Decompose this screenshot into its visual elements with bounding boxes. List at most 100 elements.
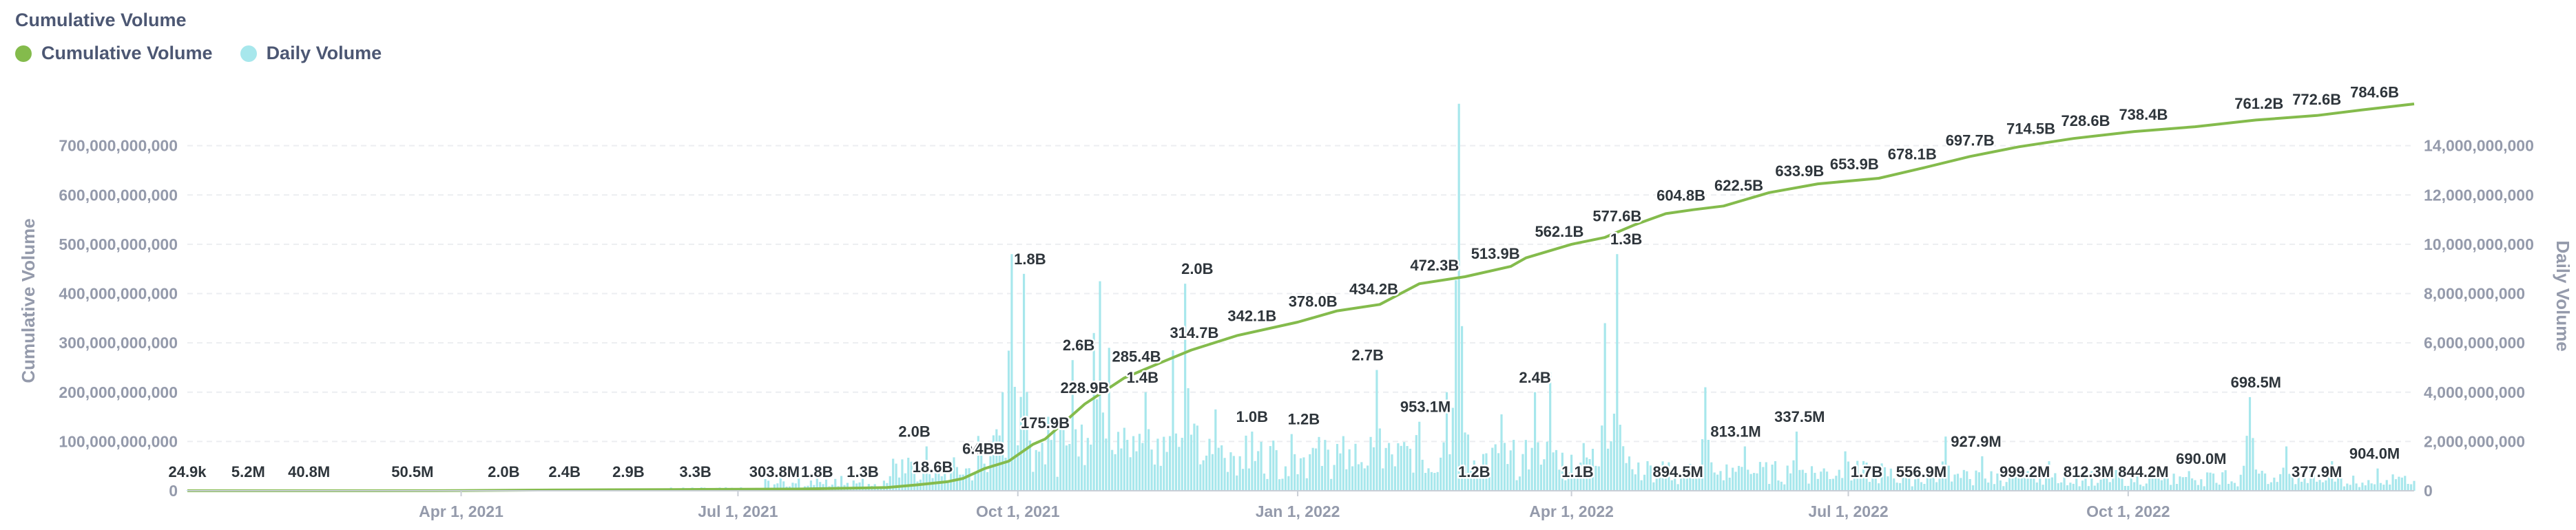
daily-bar bbox=[1829, 478, 1831, 491]
daily-bar bbox=[1513, 440, 1515, 491]
daily-bar bbox=[897, 477, 901, 491]
daily-bar bbox=[1494, 444, 1497, 491]
daily-bar bbox=[1917, 477, 1920, 491]
daily-bar bbox=[1372, 447, 1375, 491]
daily-bar bbox=[2407, 483, 2409, 491]
y-axis-title-right: Daily Volume bbox=[2553, 240, 2573, 351]
y-tick-left: 300,000,000,000 bbox=[59, 334, 178, 352]
daily-bar bbox=[1695, 477, 1698, 491]
daily-bar bbox=[1257, 451, 1260, 491]
daily-bar bbox=[2160, 480, 2163, 491]
daily-bar bbox=[1406, 446, 1409, 491]
daily-bar bbox=[2297, 472, 2300, 491]
daily-bar bbox=[2002, 486, 2005, 491]
daily-bar bbox=[1327, 449, 1329, 491]
daily-bar bbox=[983, 463, 986, 491]
data-label-daily: 2.0B bbox=[898, 423, 930, 441]
daily-bar bbox=[2020, 470, 2023, 491]
data-label-daily: 6.4B bbox=[962, 441, 994, 458]
y-axis-right: 0 2,000,000,000 4,000,000,000 6,000,000,000… bbox=[2424, 137, 2534, 500]
daily-bar bbox=[2303, 470, 2306, 491]
daily-bar bbox=[1887, 476, 1889, 491]
daily-bar bbox=[1290, 434, 1293, 491]
daily-bar bbox=[2060, 482, 2063, 491]
daily-bar bbox=[2309, 470, 2312, 491]
daily-bar bbox=[1670, 480, 1673, 491]
daily-bar bbox=[2196, 485, 2200, 491]
daily-bar bbox=[1050, 440, 1052, 491]
daily-bar bbox=[1080, 424, 1083, 491]
daily-bar bbox=[1801, 469, 1804, 491]
daily-bar bbox=[2115, 469, 2117, 491]
daily-bar bbox=[1822, 468, 1825, 491]
daily-bar bbox=[776, 483, 779, 491]
daily-bar bbox=[2227, 483, 2230, 491]
daily-bar bbox=[2364, 485, 2367, 491]
daily-bar bbox=[782, 481, 785, 491]
daily-bar bbox=[1737, 465, 1741, 491]
daily-bar bbox=[2276, 482, 2278, 491]
daily-bar bbox=[2263, 473, 2267, 491]
daily-bar bbox=[2148, 473, 2151, 491]
x-tick-label: Jan 1, 2022 bbox=[1256, 502, 1340, 520]
daily-bar bbox=[1783, 484, 1786, 491]
daily-bar bbox=[1466, 434, 1470, 491]
daily-bar bbox=[1962, 469, 1965, 491]
y-axis-left: 0 100,000,000,000 200,000,000,000 300,000,0… bbox=[59, 137, 178, 500]
daily-bar bbox=[992, 435, 995, 491]
daily-bar bbox=[1010, 254, 1013, 491]
daily-bar bbox=[1272, 441, 1275, 491]
y-axis-title-left: Cumulative Volume bbox=[18, 218, 39, 383]
daily-bar bbox=[1564, 480, 1567, 491]
daily-bar bbox=[1679, 476, 1683, 491]
daily-bar bbox=[2352, 476, 2355, 491]
daily-bar bbox=[2254, 469, 2257, 491]
daily-bar bbox=[2409, 484, 2413, 491]
daily-bar bbox=[1159, 465, 1162, 491]
daily-bar bbox=[2230, 481, 2233, 491]
daily-bar bbox=[1606, 448, 1610, 491]
daily-bar bbox=[1116, 432, 1120, 491]
daily-bar bbox=[1862, 460, 1865, 491]
data-label-daily: 94.3B bbox=[964, 441, 1005, 458]
data-label-daily: 1.2B bbox=[1288, 411, 1320, 428]
legend-dot-cumulative bbox=[15, 45, 32, 62]
daily-bar bbox=[1363, 468, 1366, 491]
daily-bar bbox=[1719, 471, 1722, 491]
daily-bar bbox=[1774, 461, 1777, 491]
daily-bar bbox=[1838, 469, 1840, 491]
daily-bar bbox=[1643, 474, 1646, 491]
daily-bar bbox=[1825, 471, 1829, 491]
daily-bar bbox=[2185, 476, 2188, 491]
daily-bar bbox=[1509, 450, 1512, 491]
data-label-daily: 904.0M bbox=[2349, 445, 2400, 463]
legend-item-cumulative[interactable]: Cumulative Volume bbox=[15, 43, 213, 64]
daily-bar bbox=[1491, 447, 1494, 491]
daily-bar bbox=[1640, 480, 1643, 491]
daily-bar bbox=[1114, 454, 1116, 491]
daily-bar bbox=[2029, 472, 2033, 491]
daily-bar bbox=[1908, 469, 1911, 491]
daily-bar bbox=[1208, 438, 1211, 491]
daily-bar bbox=[1360, 462, 1363, 491]
daily-bar bbox=[2236, 486, 2239, 491]
daily-bar bbox=[2233, 483, 2236, 491]
daily-bar bbox=[1853, 467, 1856, 491]
data-label-daily: 2.0B bbox=[1181, 260, 1213, 277]
legend-item-daily[interactable]: Daily Volume bbox=[240, 43, 382, 64]
daily-bar bbox=[2157, 471, 2160, 491]
daily-bar bbox=[1007, 350, 1010, 491]
legend-dot-daily bbox=[240, 45, 257, 62]
daily-bar bbox=[1217, 447, 1220, 491]
daily-bar bbox=[2376, 468, 2379, 491]
daily-bar bbox=[2066, 485, 2069, 491]
daily-bar bbox=[925, 446, 928, 491]
daily-bar bbox=[895, 463, 897, 491]
daily-bar bbox=[1074, 429, 1077, 491]
daily-bar bbox=[1382, 468, 1384, 491]
daily-bar bbox=[1850, 480, 1853, 491]
data-label-daily: 2.7B bbox=[1351, 347, 1383, 364]
daily-bar bbox=[1153, 464, 1156, 491]
gridlines bbox=[187, 145, 2414, 443]
daily-bar bbox=[1311, 447, 1314, 491]
